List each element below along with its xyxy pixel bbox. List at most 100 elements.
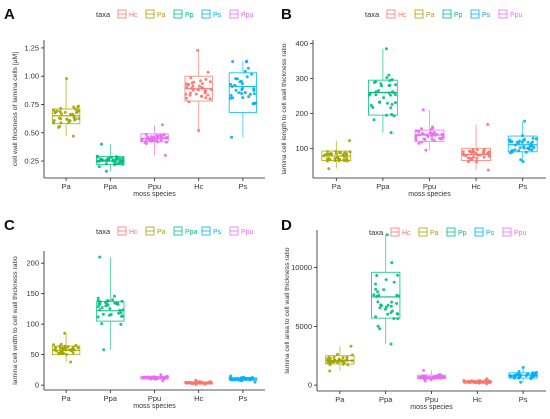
data-point [377,293,381,297]
x-axis-label: moss species [410,404,453,411]
data-point [111,298,115,302]
data-point [159,373,163,377]
data-point [374,287,378,291]
data-point [475,160,479,164]
data-point [521,134,524,138]
data-point [240,82,244,86]
data-point [395,293,399,297]
data-point [228,96,232,100]
y-tick-label: 100 [26,320,39,329]
data-point [231,60,235,63]
data-point [336,155,340,159]
data-point [95,154,99,158]
data-point [332,355,336,359]
legend-label: Hc [129,12,138,19]
data-point [524,374,528,378]
data-point [76,346,80,350]
data-point [144,132,148,136]
data-point [97,302,101,306]
y-tick-label: 0 [308,381,312,390]
data-point [52,343,56,347]
legend-item: Ppu [498,9,523,19]
data-point [376,300,380,304]
data-point [475,148,479,152]
data-point [439,376,443,380]
data-point [59,117,63,121]
x-tick-label: Ps [239,182,248,191]
data-point [428,131,432,135]
legend: taxa Hc Pa Pp Ps Ppu [96,9,254,19]
data-point [462,378,466,382]
box-iqr [325,355,355,365]
data-point [234,77,238,81]
data-point [206,93,210,97]
y-axis-label: lamina cell width to cell wall thickness… [12,256,19,385]
data-point [149,135,153,139]
legend-label: Pa [157,229,166,236]
data-point [71,134,75,138]
data-point [338,151,342,155]
data-point [350,353,354,357]
legend-label: Hc [129,229,138,236]
x-tick-label: Hc [473,395,482,404]
data-point [393,93,397,97]
box-ppa: Ppa [95,142,125,191]
data-point [120,314,124,318]
data-point [390,112,394,116]
data-point [233,83,237,87]
box-pa: Pa [51,331,81,403]
data-point [390,261,394,265]
data-point [194,92,198,96]
data-point [199,79,202,83]
data-point [65,352,68,356]
y-tick-label: 200 [26,259,39,268]
data-point [378,100,382,104]
data-point [247,95,251,99]
data-point [431,125,434,129]
data-point [333,159,337,163]
data-point [96,159,100,163]
panel-letter: C [4,217,15,234]
box-ppa: Ppa [368,47,398,191]
data-point [396,317,400,321]
data-point [250,72,254,76]
data-point [53,110,57,114]
legend-item: Ppu [229,226,254,236]
data-point [337,159,341,163]
box-hc: Hc [462,377,492,404]
data-point [253,101,256,105]
legend-item: Ps [470,9,491,19]
data-point [326,358,330,362]
data-point [101,312,105,316]
data-point [432,139,436,143]
data-point [420,127,423,131]
data-point [386,312,390,316]
data-point [378,327,382,331]
data-point [376,290,380,294]
data-point [519,158,523,162]
data-point [106,303,110,307]
data-point [531,136,535,140]
box-hc: Hc [184,378,213,403]
y-axis-label: lamina cell area to cell wall thickness … [284,247,291,373]
data-point [188,91,192,95]
box-iqr [368,79,398,116]
data-point [116,303,120,306]
data-point [63,347,67,351]
x-tick-label: Pa [62,182,72,191]
data-point [324,153,327,157]
y-axis-label: lamina cell length to cell wall thicknes… [281,43,288,174]
x-tick-label: Pa [332,182,342,191]
data-point [530,140,534,144]
data-point [164,153,167,157]
x-tick-label: Ppu [423,182,436,191]
legend-label: Ppu [514,230,527,237]
data-point [162,133,166,136]
data-point [185,85,188,89]
data-point [477,153,481,157]
data-point [342,158,346,162]
data-point [390,300,394,304]
data-point [76,104,80,108]
data-point [513,148,517,152]
